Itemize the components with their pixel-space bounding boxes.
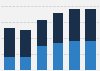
Bar bbox=[69, 41, 80, 70]
Bar bbox=[53, 13, 63, 43]
Bar bbox=[85, 41, 96, 70]
Bar bbox=[20, 57, 31, 70]
Bar bbox=[4, 28, 15, 57]
Bar bbox=[85, 9, 96, 41]
Bar bbox=[4, 57, 15, 70]
Bar bbox=[20, 30, 31, 57]
Bar bbox=[53, 43, 63, 70]
Bar bbox=[69, 9, 80, 41]
Bar bbox=[37, 20, 47, 46]
Bar bbox=[37, 46, 47, 70]
